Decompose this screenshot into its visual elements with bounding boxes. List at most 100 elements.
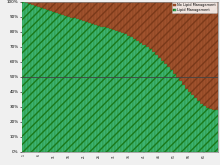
Bar (46, 10, 49, 152)
Bar (203, 2, 206, 152)
Bar (125, 2, 127, 152)
Bar (152, 2, 154, 152)
Bar (34, 6, 37, 152)
Bar (176, 2, 179, 152)
Bar (170, 70, 173, 152)
Bar (130, 2, 134, 152)
Bar (164, 2, 167, 152)
Bar (200, 2, 203, 152)
Bar (112, 30, 115, 152)
Bar (91, 24, 94, 152)
Bar (61, 15, 64, 152)
Bar (76, 2, 79, 152)
Bar (170, 2, 173, 152)
Bar (154, 55, 158, 152)
Bar (82, 2, 85, 152)
Bar (203, 106, 206, 152)
Bar (94, 25, 97, 152)
Bar (97, 2, 100, 152)
Bar (49, 11, 52, 152)
Bar (100, 27, 103, 152)
Bar (64, 16, 67, 152)
Bar (173, 74, 176, 152)
Bar (67, 17, 70, 152)
Bar (152, 52, 154, 152)
Bar (97, 26, 100, 152)
Bar (191, 2, 194, 152)
Bar (158, 58, 161, 152)
Bar (22, 2, 25, 152)
Bar (136, 2, 139, 152)
Bar (70, 17, 73, 152)
Bar (194, 99, 197, 152)
Bar (82, 21, 85, 152)
Bar (85, 22, 88, 152)
Bar (91, 2, 94, 152)
Bar (209, 109, 212, 152)
Bar (115, 2, 118, 152)
Bar (37, 2, 40, 152)
Bar (79, 2, 82, 152)
Bar (191, 95, 194, 152)
Bar (52, 2, 55, 152)
Bar (161, 2, 164, 152)
Bar (188, 2, 191, 152)
Bar (25, 3, 28, 152)
Bar (52, 12, 55, 152)
Bar (40, 8, 43, 152)
Bar (161, 61, 164, 152)
Bar (73, 2, 76, 152)
Bar (148, 2, 152, 152)
Bar (61, 2, 64, 152)
Bar (206, 2, 209, 152)
Bar (130, 37, 134, 152)
Bar (79, 20, 82, 152)
Bar (109, 29, 112, 152)
Bar (212, 110, 215, 152)
Bar (182, 2, 185, 152)
Bar (58, 2, 61, 152)
Bar (176, 78, 179, 152)
Bar (148, 49, 152, 152)
Bar (182, 85, 185, 152)
Bar (206, 108, 209, 152)
Legend: No Lipid Management, Lipid Management: No Lipid Management, Lipid Management (172, 2, 217, 13)
Bar (103, 28, 106, 152)
Bar (188, 92, 191, 152)
Bar (103, 2, 106, 152)
Bar (121, 33, 125, 152)
Bar (197, 101, 200, 152)
Bar (100, 2, 103, 152)
Bar (76, 19, 79, 152)
Bar (164, 64, 167, 152)
Bar (43, 9, 46, 152)
Bar (22, 2, 25, 152)
Bar (55, 2, 58, 152)
Bar (200, 104, 203, 152)
Bar (125, 34, 127, 152)
Bar (139, 43, 143, 152)
Bar (94, 2, 97, 152)
Bar (46, 2, 49, 152)
Bar (88, 23, 91, 152)
Bar (173, 2, 176, 152)
Bar (43, 2, 46, 152)
Bar (215, 110, 218, 152)
Bar (70, 2, 73, 152)
Bar (134, 2, 136, 152)
Bar (106, 2, 109, 152)
Bar (55, 13, 58, 152)
Bar (127, 2, 130, 152)
Bar (145, 2, 149, 152)
Bar (194, 2, 197, 152)
Bar (37, 7, 40, 152)
Bar (118, 2, 121, 152)
Bar (73, 18, 76, 152)
Bar (31, 5, 34, 152)
Bar (143, 45, 145, 152)
Bar (136, 41, 139, 152)
Bar (121, 2, 125, 152)
Bar (154, 2, 158, 152)
Bar (197, 2, 200, 152)
Bar (58, 14, 61, 152)
